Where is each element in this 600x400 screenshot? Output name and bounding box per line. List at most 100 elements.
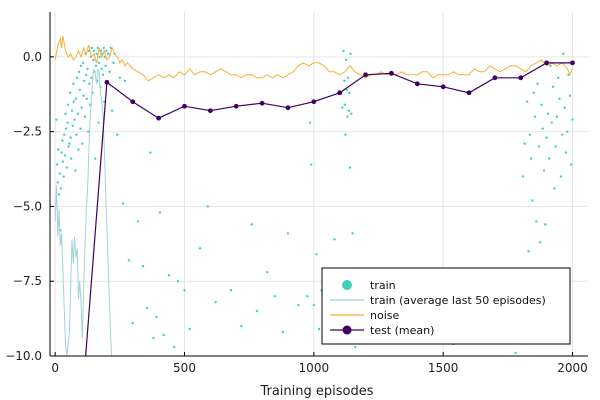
train-point xyxy=(76,112,80,115)
train-point xyxy=(97,61,101,65)
train-point xyxy=(112,61,115,65)
train-point xyxy=(127,259,131,262)
train-point xyxy=(529,157,533,160)
series-train-average-line xyxy=(54,68,113,356)
test-point xyxy=(285,105,291,111)
train-point xyxy=(95,52,98,56)
train-point xyxy=(106,52,110,56)
y-tick-label: −5.0 xyxy=(13,199,42,213)
train-point xyxy=(152,336,155,340)
test-point xyxy=(440,84,446,90)
x-tick-label: 500 xyxy=(173,361,196,375)
train-point xyxy=(348,91,351,94)
legend-label: train (average last 50 episodes) xyxy=(370,294,546,307)
train-point xyxy=(96,46,100,50)
train-point xyxy=(343,103,347,106)
legend-item: test (mean) xyxy=(330,324,434,337)
train-point xyxy=(214,300,217,304)
train-point xyxy=(342,49,345,53)
train-point xyxy=(57,148,60,151)
plot-area xyxy=(54,35,575,356)
train-point xyxy=(550,121,553,124)
train-point xyxy=(347,109,350,112)
train-point xyxy=(85,97,88,100)
series-noise-line xyxy=(54,35,573,82)
test-point xyxy=(570,60,575,66)
train-point xyxy=(64,127,68,130)
train-point xyxy=(333,238,336,241)
train-point xyxy=(87,130,90,133)
train-point xyxy=(58,172,62,175)
train-point xyxy=(176,280,180,283)
train-point xyxy=(68,91,72,94)
train-point xyxy=(343,79,346,83)
train-point xyxy=(554,145,557,148)
train-point xyxy=(73,118,76,121)
x-tick-label: 2000 xyxy=(557,361,588,375)
series-test-line xyxy=(85,62,573,356)
test-point xyxy=(414,81,420,87)
test-point xyxy=(363,72,368,78)
train-point xyxy=(558,97,561,100)
test-point xyxy=(492,75,498,81)
train-point xyxy=(255,309,259,313)
train-point xyxy=(560,133,564,136)
train-point xyxy=(85,73,88,77)
train-point xyxy=(346,76,350,80)
train-point xyxy=(136,220,140,223)
train-point xyxy=(105,49,108,53)
train-point xyxy=(79,127,82,130)
train-point xyxy=(531,199,534,202)
train-point xyxy=(544,223,547,226)
train-point xyxy=(286,232,290,235)
train-point xyxy=(571,118,574,121)
train-point xyxy=(86,67,89,71)
legend-swatch xyxy=(342,280,352,290)
legend-item: train xyxy=(342,279,396,292)
train-point xyxy=(94,64,98,68)
train-point xyxy=(312,303,316,307)
train-point xyxy=(533,115,537,118)
test-point xyxy=(259,100,265,106)
train-point xyxy=(82,79,86,83)
train-point xyxy=(250,223,253,226)
train-point xyxy=(97,121,100,124)
train-point xyxy=(306,294,309,298)
train-point xyxy=(266,271,269,274)
y-tick-label: −2.5 xyxy=(13,125,42,139)
train-point xyxy=(56,181,59,184)
train-point xyxy=(240,324,243,328)
train-point xyxy=(77,70,81,74)
train-point xyxy=(172,345,176,349)
test-point xyxy=(337,90,343,96)
test-point xyxy=(311,99,317,105)
train-point xyxy=(538,241,542,244)
train-point xyxy=(72,82,75,85)
train-point xyxy=(345,88,349,91)
train-point xyxy=(541,127,544,130)
train-point xyxy=(101,73,105,77)
legend-label: noise xyxy=(370,309,399,322)
train-point xyxy=(315,253,318,256)
train-point xyxy=(564,151,568,154)
train-point xyxy=(555,115,559,118)
train-point xyxy=(297,303,300,307)
train-point xyxy=(92,58,95,62)
train-point xyxy=(273,294,277,298)
train-point xyxy=(566,130,569,133)
train-point xyxy=(75,76,79,80)
train-point xyxy=(344,133,347,136)
y-tick-label: −10.0 xyxy=(5,349,42,363)
train-point xyxy=(72,100,75,103)
test-point xyxy=(104,79,110,85)
train-point xyxy=(90,76,93,80)
train-point xyxy=(149,151,152,154)
legend: train train (average last 50 episodes) noi… xyxy=(321,267,571,345)
train-point xyxy=(81,61,85,65)
train-point xyxy=(188,327,191,331)
x-axis-title: Training episodes xyxy=(259,384,373,399)
train-point xyxy=(109,46,112,50)
train-point xyxy=(308,121,312,124)
